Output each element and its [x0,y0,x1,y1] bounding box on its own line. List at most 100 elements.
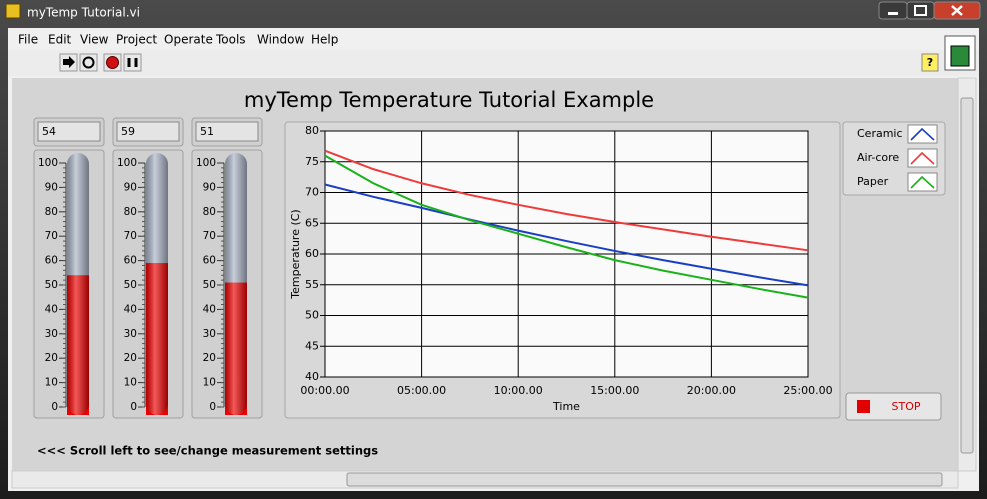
thermometer-tick-label: 20 [124,352,137,364]
thermometers: 5401020304050607080901005901020304050607… [33,117,263,419]
indicator-box [116,121,180,142]
abort-icon [106,56,119,69]
legend-swatch [910,175,935,189]
legend-swatch-box [907,172,938,192]
pause-icon [127,58,138,67]
thermometer-tick-label: 40 [45,303,58,315]
vertical-scroll-thumb[interactable] [960,97,974,454]
thermometer-tick-label: 40 [203,303,216,315]
series-line [324,154,809,299]
minimize-icon [888,12,898,15]
thermometer-tick-label: 70 [203,230,216,242]
indicator-box [37,121,101,142]
x-tick-label: 00:00.00 [300,384,349,397]
help-icon: ? [927,56,933,69]
thermometer-tick-label: 60 [203,255,216,267]
thermometer-tick-label: 90 [203,181,216,193]
series-line [324,149,809,252]
y-tick-label: 60 [305,247,319,260]
thermometer-shade [67,153,89,415]
menu-item[interactable]: File [18,33,38,47]
panel-heading: myTemp Temperature Tutorial Example [244,88,654,112]
thermometer-tick-label: 0 [209,401,216,413]
window-title: myTemp Tutorial.vi [27,6,140,20]
menu-item[interactable]: Project [116,33,157,47]
x-tick-label: 05:00.00 [397,384,446,397]
thermometer-tick-label: 40 [124,303,137,315]
thermometer-tick-label: 50 [203,279,216,291]
maximize-icon [914,5,927,16]
menu-bar: File Edit View Project Operate Tools Window Hel… [18,33,338,47]
thermometer-shade [146,153,168,415]
thermometer-tick-label: 100 [117,157,137,169]
y-tick-label: 75 [305,155,319,168]
menu-item[interactable]: Tools [215,33,246,47]
legend-label: Ceramic [857,127,903,140]
maximize-button[interactable] [906,1,935,20]
thermometer-tick-label: 10 [124,377,137,389]
thermometer-tick-label: 0 [51,401,58,413]
toolbar [8,50,979,76]
legend-swatch-box [907,124,938,144]
menu-item[interactable]: View [80,33,109,47]
menu-item[interactable]: Help [311,33,338,47]
thermometer-tick-label: 10 [203,377,216,389]
x-tick-label: 25:00.00 [783,384,832,397]
vi-icon-art [950,45,970,67]
legend-swatch [910,127,935,141]
y-tick-label: 80 [305,124,319,137]
run-continuously-icon [82,56,95,69]
horizontal-scroll-thumb[interactable] [346,472,943,487]
stop-label: STOP [892,400,921,413]
thermometer-tick-label: 80 [203,206,216,218]
run-icon [63,56,75,68]
legend-swatch [910,151,935,165]
x-axis-label: Time [552,400,580,413]
indicator-value: 54 [42,125,56,138]
stop-button[interactable] [845,392,942,421]
thermometer-tick-label: 90 [124,181,137,193]
stop-icon [857,400,870,413]
y-tick-label: 55 [305,278,319,291]
x-tick-label: 10:00.00 [494,384,543,397]
help-button[interactable] [921,53,939,72]
chart: 40 45 50 55 60 65 70 75 80 00:00.00 05:00.00 10:00.… [289,124,938,413]
close-icon [951,5,963,16]
menu-item[interactable]: Edit [48,33,72,47]
thermometer-tick-label: 80 [45,206,58,218]
thermometer-tick-label: 100 [38,157,58,169]
minimize-button[interactable] [878,1,908,20]
y-tick-label: 50 [305,309,319,322]
x-tick-label: 15:00.00 [590,384,639,397]
y-tick-label: 65 [305,216,319,229]
legend-swatch-box [907,148,938,168]
indicator-value: 51 [200,125,214,138]
thermometer-tick-label: 100 [196,157,216,169]
thermometer-tick-label: 30 [45,328,58,340]
pause-button[interactable] [123,53,142,72]
y-tick-label: 40 [305,370,319,383]
thermometer-tick-label: 50 [124,279,137,291]
thermometer-tick-label: 80 [124,206,137,218]
thermometer-tick-label: 60 [124,255,137,267]
menu-item[interactable]: Operate [164,33,213,47]
menu-item[interactable]: Window [257,33,305,47]
thermometer-tick-label: 30 [124,328,137,340]
app-icon [5,3,21,19]
legend-label: Air-core [857,151,899,164]
x-tick-label: 20:00.00 [687,384,736,397]
thermometer-tick-label: 20 [45,352,58,364]
thermometer-tick-label: 90 [45,181,58,193]
thermometer-tick-label: 10 [45,377,58,389]
thermometer-shade [225,153,247,415]
thermometer-tick-label: 0 [130,401,137,413]
thermometer-tick-label: 20 [203,352,216,364]
y-tick-label: 70 [305,186,319,199]
thermometer-tick-label: 70 [124,230,137,242]
y-tick-label: 45 [305,339,319,352]
thermometer-tick-label: 70 [45,230,58,242]
thermometer-tick-label: 50 [45,279,58,291]
run-continuously-button[interactable] [79,53,98,72]
